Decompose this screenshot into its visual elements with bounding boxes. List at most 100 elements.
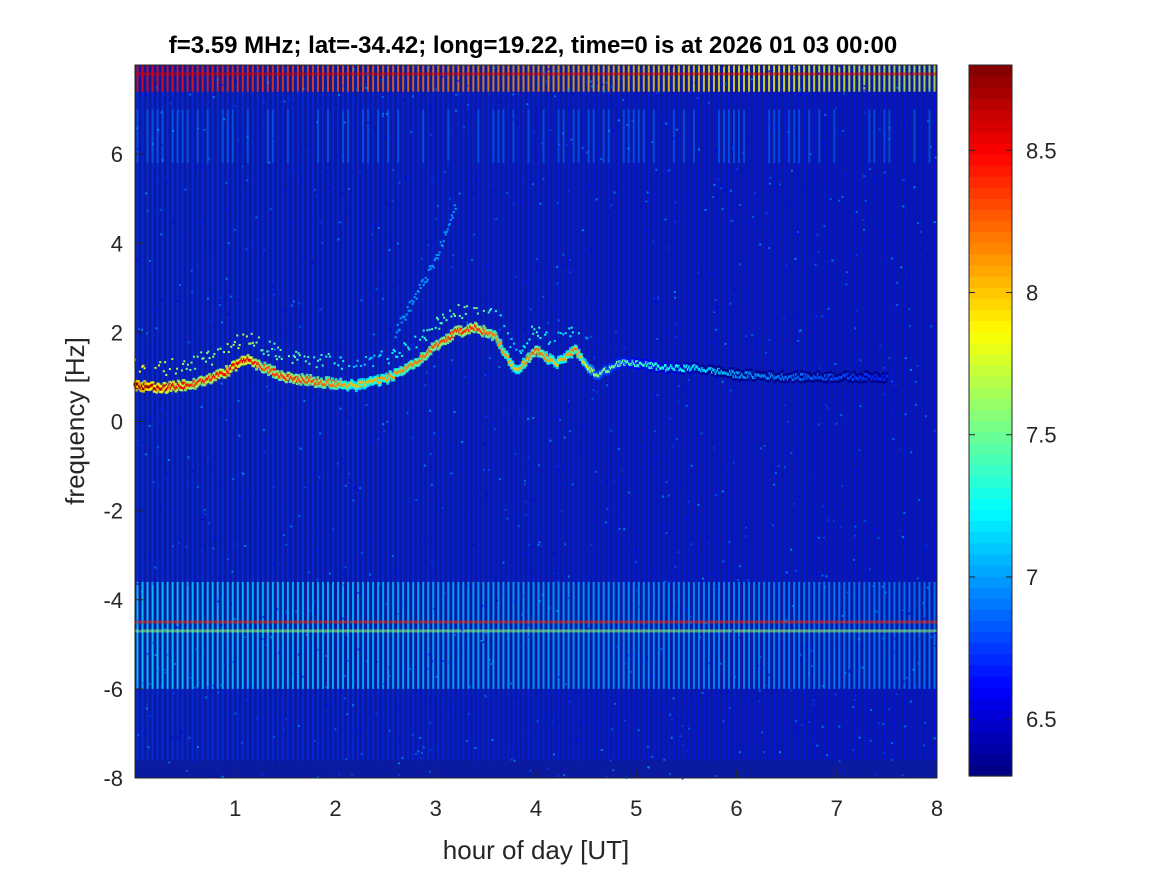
noise-mark <box>554 95 557 98</box>
noise-mark <box>170 736 173 739</box>
trace-mark <box>530 325 533 328</box>
stripe-mark <box>417 67 420 761</box>
noise-mark <box>878 128 881 131</box>
noise-mark <box>207 583 210 586</box>
trace-mark <box>154 366 157 369</box>
noise-mark <box>441 76 444 79</box>
trace-mark <box>384 375 388 379</box>
noise-mark <box>915 765 918 768</box>
noise-mark <box>671 372 674 375</box>
noise-mark <box>768 182 771 185</box>
stripe-mark <box>266 581 269 689</box>
noise-mark <box>739 204 742 207</box>
noise-mark <box>844 672 847 675</box>
noise-mark <box>623 528 626 531</box>
noise-mark <box>875 610 878 613</box>
noise-mark <box>303 400 306 403</box>
trace-mark <box>379 353 382 356</box>
noise-mark <box>225 277 228 280</box>
noise-mark <box>581 147 584 150</box>
noise-mark <box>575 738 578 741</box>
noise-mark <box>591 85 594 88</box>
noise-mark <box>395 569 398 572</box>
trace-mark <box>426 329 429 332</box>
noise-mark <box>219 304 222 307</box>
noise-mark <box>909 368 912 371</box>
stripe-mark <box>402 65 405 92</box>
noise-mark <box>893 257 896 260</box>
colorbar-step <box>969 598 1012 610</box>
noise-mark <box>219 592 222 595</box>
noise-mark <box>685 517 688 520</box>
noise-mark <box>724 82 727 85</box>
trace-mark <box>279 348 282 351</box>
colorbar-step <box>969 242 1012 255</box>
stripe-mark <box>226 65 229 92</box>
noise-mark <box>656 91 659 94</box>
noise-mark <box>569 430 572 433</box>
noise-mark <box>768 673 771 676</box>
noise-mark <box>765 351 768 354</box>
noise-mark <box>391 200 394 203</box>
stripe-mark <box>271 67 274 761</box>
noise-mark <box>270 438 273 441</box>
noise-mark <box>280 702 283 705</box>
stripe-mark <box>502 581 505 689</box>
stripe-mark <box>316 109 319 164</box>
stripe-mark <box>246 67 249 761</box>
stripe-mark <box>732 65 735 92</box>
noise-mark <box>292 672 295 675</box>
stripe-mark <box>487 581 490 689</box>
noise-mark <box>157 667 160 670</box>
trace-mark <box>488 309 491 312</box>
trace-mark <box>431 264 434 267</box>
noise-mark <box>906 255 909 258</box>
colorbar-step <box>969 531 1012 544</box>
stripe-mark <box>372 65 375 92</box>
noise-mark <box>799 88 802 91</box>
noise-mark <box>326 171 329 174</box>
stripe-mark <box>753 67 756 761</box>
trace-mark <box>431 328 434 331</box>
trace-mark <box>325 355 328 358</box>
noise-mark <box>278 651 281 654</box>
stripe-mark <box>672 65 675 92</box>
stripe-mark <box>557 109 560 164</box>
noise-mark <box>759 447 762 450</box>
noise-mark <box>698 148 701 151</box>
x-tick-label: 7 <box>831 796 843 821</box>
noise-mark <box>428 66 431 69</box>
trace-mark <box>267 370 271 374</box>
noise-mark <box>852 439 855 442</box>
trace-mark <box>451 216 454 219</box>
noise-mark <box>778 183 781 186</box>
noise-mark <box>521 178 524 181</box>
colorbar-step <box>969 176 1012 188</box>
trace-mark <box>450 214 453 217</box>
noise-mark <box>212 96 215 99</box>
noise-mark <box>616 645 619 648</box>
noise-mark <box>325 686 328 689</box>
trace-mark <box>422 329 425 332</box>
stripe-mark <box>883 67 886 761</box>
stripe-mark <box>221 109 224 164</box>
noise-mark <box>536 441 539 444</box>
noise-mark <box>496 599 499 602</box>
noise-mark <box>506 637 509 640</box>
stripe-mark <box>677 67 680 761</box>
noise-mark <box>682 744 685 747</box>
noise-mark <box>318 747 321 750</box>
noise-mark <box>268 161 271 164</box>
noise-mark <box>149 416 152 419</box>
noise-mark <box>891 235 894 238</box>
noise-mark <box>668 169 671 172</box>
noise-mark <box>272 486 275 489</box>
trace-mark <box>503 325 506 328</box>
noise-mark <box>493 428 496 431</box>
noise-mark <box>728 541 731 544</box>
noise-mark <box>263 249 266 252</box>
noise-mark <box>863 85 866 88</box>
noise-mark <box>193 686 196 689</box>
trace-mark <box>466 305 469 308</box>
